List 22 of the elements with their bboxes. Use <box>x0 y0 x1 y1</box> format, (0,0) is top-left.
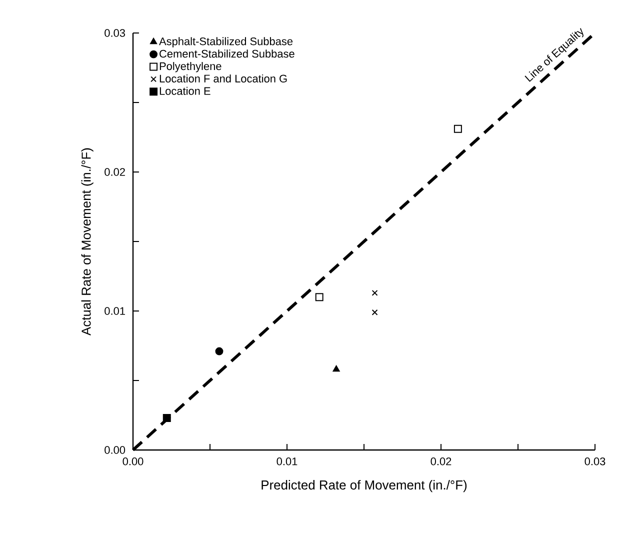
point <box>372 290 378 296</box>
x-tick-label: 0.02 <box>430 458 452 466</box>
y-axis-title: Actual Rate of Movement (in./°F) <box>81 148 94 336</box>
y-tick-label: 0.02 <box>104 168 125 176</box>
x-tick-label: 0.00 <box>122 458 144 466</box>
legend-label: Location E <box>160 86 210 95</box>
point <box>215 347 224 356</box>
y-tick-label: 0.03 <box>104 29 126 37</box>
y-tick-label: 0.00 <box>104 446 126 454</box>
legend-label: Location F and Location G <box>160 74 287 82</box>
x-axis-title: Predicted Rate of Movement (in./°F) <box>262 480 467 492</box>
x-tick-label: 0.03 <box>584 458 606 466</box>
legend-label: Asphalt-Stabilized Subbase <box>159 37 293 48</box>
point <box>315 293 324 302</box>
x-tick-label: 0.01 <box>276 458 298 466</box>
point <box>372 309 378 316</box>
point <box>454 124 462 133</box>
legend-label: Cement-Stabilized Subbase <box>160 50 294 58</box>
point <box>332 365 340 372</box>
point <box>162 414 171 422</box>
y-tick-label: 0.01 <box>104 307 125 315</box>
legend-label: Polyethylene <box>160 62 222 72</box>
